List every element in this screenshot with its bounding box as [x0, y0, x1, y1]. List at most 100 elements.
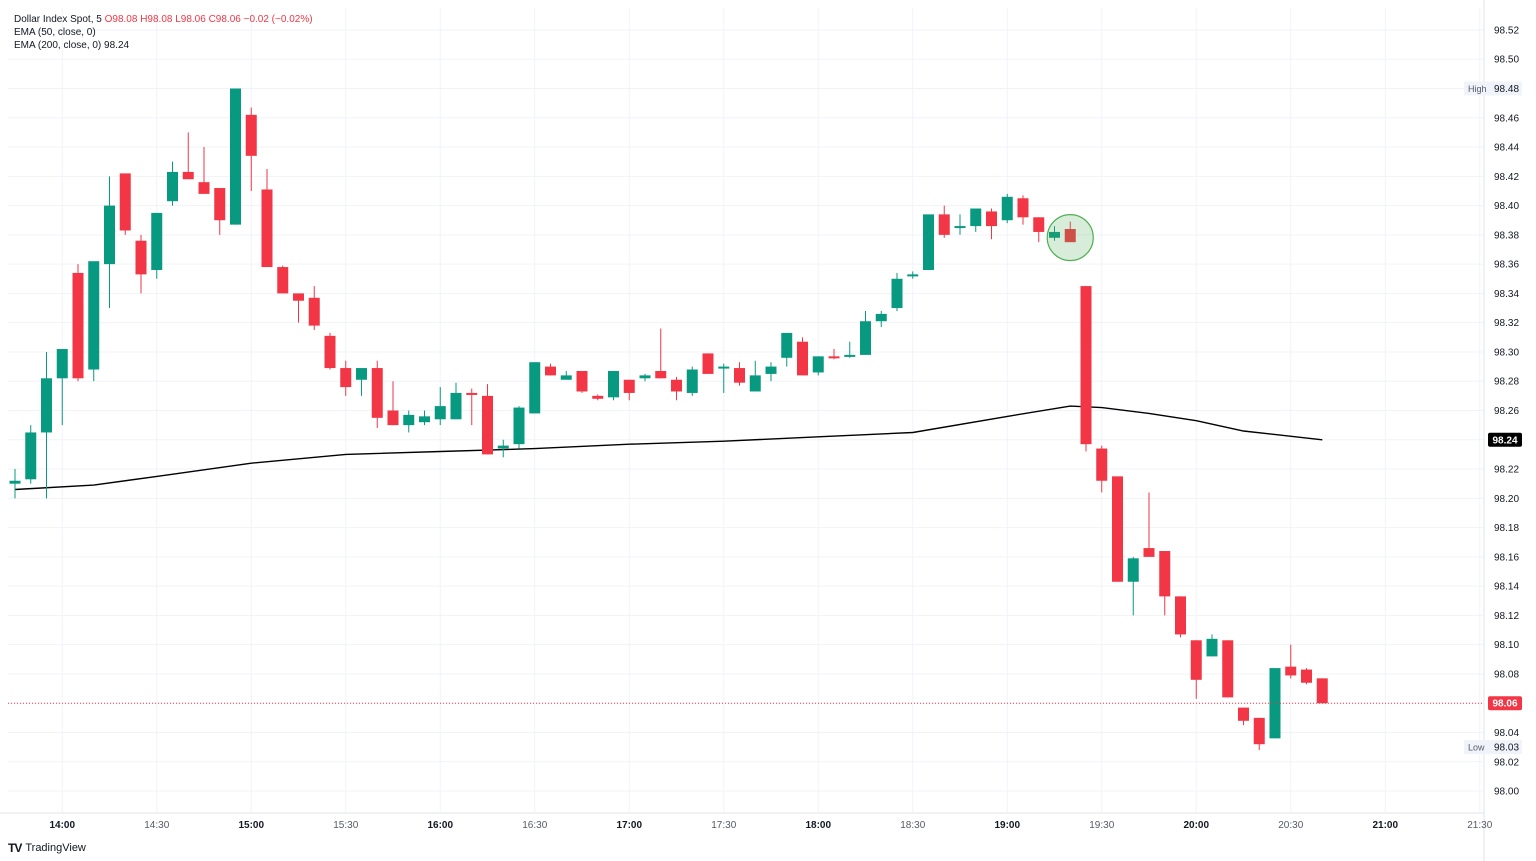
- candle-down: [1175, 596, 1186, 638]
- legend-ema200-value: 98.24: [104, 40, 130, 51]
- y-tick-label: 98.36: [1494, 260, 1519, 271]
- candle-body: [466, 392, 478, 395]
- high-price-label: High: [1468, 84, 1487, 94]
- ema-200-layer: [14, 405, 1323, 491]
- candle-up: [718, 363, 730, 393]
- candle-body: [875, 313, 887, 322]
- x-tick-label: 17:30: [711, 820, 736, 831]
- candle-body: [1064, 229, 1076, 243]
- candle-body: [734, 368, 745, 383]
- candle-body: [1143, 548, 1155, 557]
- candle-down: [1096, 445, 1108, 493]
- x-tick-label: 18:00: [805, 820, 831, 831]
- candle-body: [119, 173, 131, 231]
- x-tick-label: 14:00: [49, 820, 75, 831]
- candle-body: [324, 335, 336, 369]
- current-price-tag: 98.06: [1492, 699, 1517, 710]
- x-tick-label: 15:00: [238, 820, 264, 831]
- legend-ema200: EMA (200, close, 0): [14, 40, 102, 51]
- candle-down: [1316, 678, 1328, 704]
- x-tick-label: 20:00: [1183, 820, 1209, 831]
- legend-ema50: EMA (50, close, 0): [14, 27, 96, 38]
- candle-down: [135, 234, 147, 294]
- candle-down: [1112, 476, 1123, 582]
- y-tick-label: 98.40: [1494, 201, 1519, 212]
- x-tick-label: 18:30: [900, 820, 925, 831]
- y-tick-label: 98.42: [1494, 172, 1519, 183]
- candle-down: [1285, 644, 1297, 679]
- candle-down: [1190, 640, 1202, 699]
- y-tick-label: 98.32: [1494, 318, 1519, 329]
- high-price-bg: [1464, 81, 1522, 96]
- candle-down: [340, 360, 352, 396]
- tradingview-logo-icon: TV: [8, 841, 22, 855]
- candle-down: [702, 353, 714, 374]
- x-tick-label: 21:30: [1467, 820, 1492, 831]
- candle-down: [1080, 286, 1092, 452]
- legend-ohlc: O98.08 H98.08 L98.06 C98.06 −0.02 (−0.02…: [104, 14, 313, 25]
- candle-down: [371, 360, 383, 429]
- candle-up: [639, 373, 651, 382]
- candle-body: [907, 274, 919, 277]
- candle-body: [702, 353, 714, 374]
- candle-body: [1001, 196, 1013, 221]
- x-tick-label: 19:30: [1089, 820, 1114, 831]
- ema-price-tag: 98.24: [1492, 435, 1517, 446]
- candle-body: [450, 392, 462, 420]
- candle-up: [891, 272, 903, 311]
- candle-up: [151, 212, 163, 279]
- candle-body: [1316, 678, 1328, 704]
- candle-down: [277, 265, 289, 294]
- candle-body: [1159, 551, 1171, 597]
- candle-body: [135, 240, 147, 275]
- candle-up: [923, 214, 934, 270]
- chart-legend: Dollar Index Spot, 5 O98.08 H98.08 L98.0…: [14, 13, 313, 52]
- candle-down: [245, 107, 257, 191]
- x-tick-label: 16:00: [427, 820, 453, 831]
- y-tick-label: 98.10: [1494, 640, 1519, 651]
- candle-down: [182, 132, 194, 180]
- x-tick-label: 16:30: [522, 820, 547, 831]
- candle-body: [797, 341, 808, 376]
- candle-body: [592, 395, 604, 399]
- candle-body: [497, 445, 509, 449]
- candle-body: [938, 214, 950, 235]
- candle-up: [765, 362, 777, 382]
- candle-body: [529, 362, 541, 414]
- candle-up: [403, 410, 415, 433]
- y-tick-label: 98.04: [1494, 728, 1519, 739]
- candle-down: [938, 205, 950, 238]
- tradingview-brand[interactable]: TV TradingView: [8, 841, 86, 855]
- candles-layer: [9, 88, 1328, 751]
- candle-body: [812, 356, 824, 373]
- y-tick-label: 98.02: [1494, 757, 1519, 768]
- y-tick-label: 98.20: [1494, 494, 1519, 505]
- candle-down: [1159, 551, 1171, 616]
- candle-body: [1096, 448, 1108, 481]
- y-tick-label: 98.52: [1494, 25, 1519, 36]
- candle-down: [72, 264, 84, 382]
- candle-up: [1049, 226, 1060, 241]
- x-tick-label: 20:30: [1278, 820, 1303, 831]
- candle-body: [923, 214, 934, 270]
- candle-body: [1285, 666, 1297, 676]
- candle-up: [56, 349, 68, 426]
- candle-body: [970, 208, 982, 227]
- price-axis[interactable]: 98.52 98.50 98.48 98.46 98.44 98.42 98.40 98.38…: [1494, 25, 1519, 797]
- candle-body: [1238, 707, 1249, 721]
- candle-body: [1112, 476, 1123, 582]
- candle-body: [828, 356, 840, 359]
- candle-down: [671, 376, 682, 401]
- candle-body: [198, 182, 210, 194]
- candle-up: [560, 370, 572, 380]
- y-tick-label: 98.16: [1494, 552, 1519, 563]
- candle-body: [277, 267, 289, 294]
- low-price-bg: [1464, 740, 1522, 755]
- time-axis[interactable]: 14:00 14:30 15:00 15:30 16:00 16:30 17:00 17:30…: [49, 820, 1492, 831]
- candle-down: [119, 173, 131, 235]
- legend-symbol: Dollar Index Spot, 5: [14, 14, 102, 25]
- candle-body: [749, 375, 761, 392]
- candle-body: [1017, 198, 1029, 218]
- candle-up: [844, 341, 856, 358]
